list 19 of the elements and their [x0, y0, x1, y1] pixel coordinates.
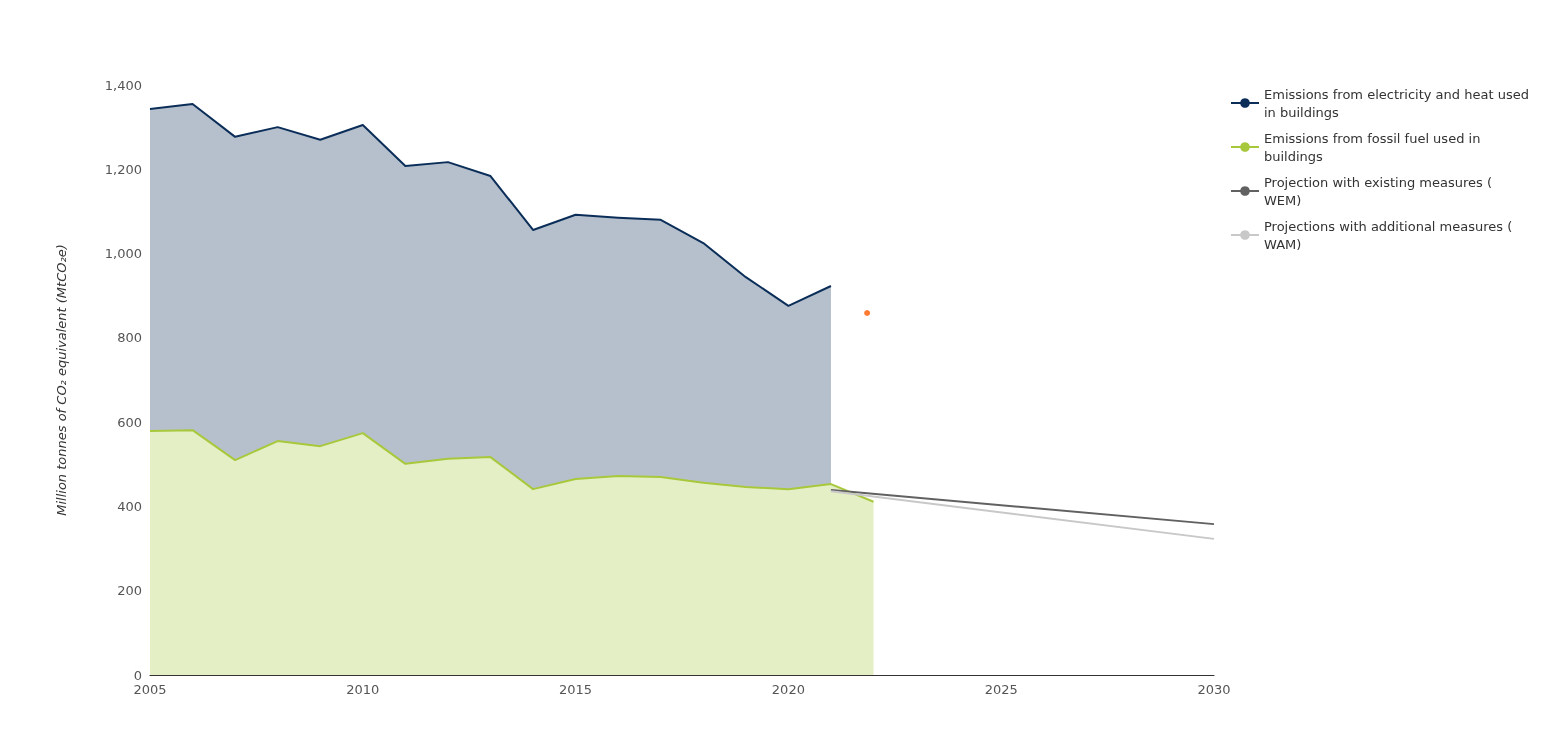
y-tick-label: 1,200	[104, 161, 142, 177]
legend-label: Emissions from electricity and heat used in buildings	[1264, 86, 1534, 120]
y-tick-label: 0	[133, 667, 142, 683]
y-tick-label: 600	[117, 414, 142, 430]
x-tick-label: 2030	[1197, 682, 1231, 697]
y-tick-label: 400	[117, 498, 142, 514]
y-axis-title: Million tonnes of CO₂ equivalent (MtCO₂e)	[54, 244, 69, 516]
x-tick-label: 2015	[559, 682, 593, 697]
y-tick-label: 800	[117, 330, 142, 346]
x-tick-label: 2005	[133, 682, 167, 697]
x-tick-label: 2025	[984, 682, 1018, 697]
legend-label: Projections with additional measures ( WAM)	[1264, 218, 1517, 252]
y-tick-label: 1,400	[104, 77, 142, 93]
y-tick-label: 200	[117, 583, 142, 599]
legend-label: Projection with existing measures ( WEM)	[1264, 174, 1497, 208]
legend-label: Emissions from fossil fuel used in buildings	[1264, 130, 1485, 164]
y-tick-label: 1,000	[104, 246, 142, 262]
x-tick-label: 2020	[771, 682, 805, 697]
x-tick-label: 2010	[346, 682, 380, 697]
